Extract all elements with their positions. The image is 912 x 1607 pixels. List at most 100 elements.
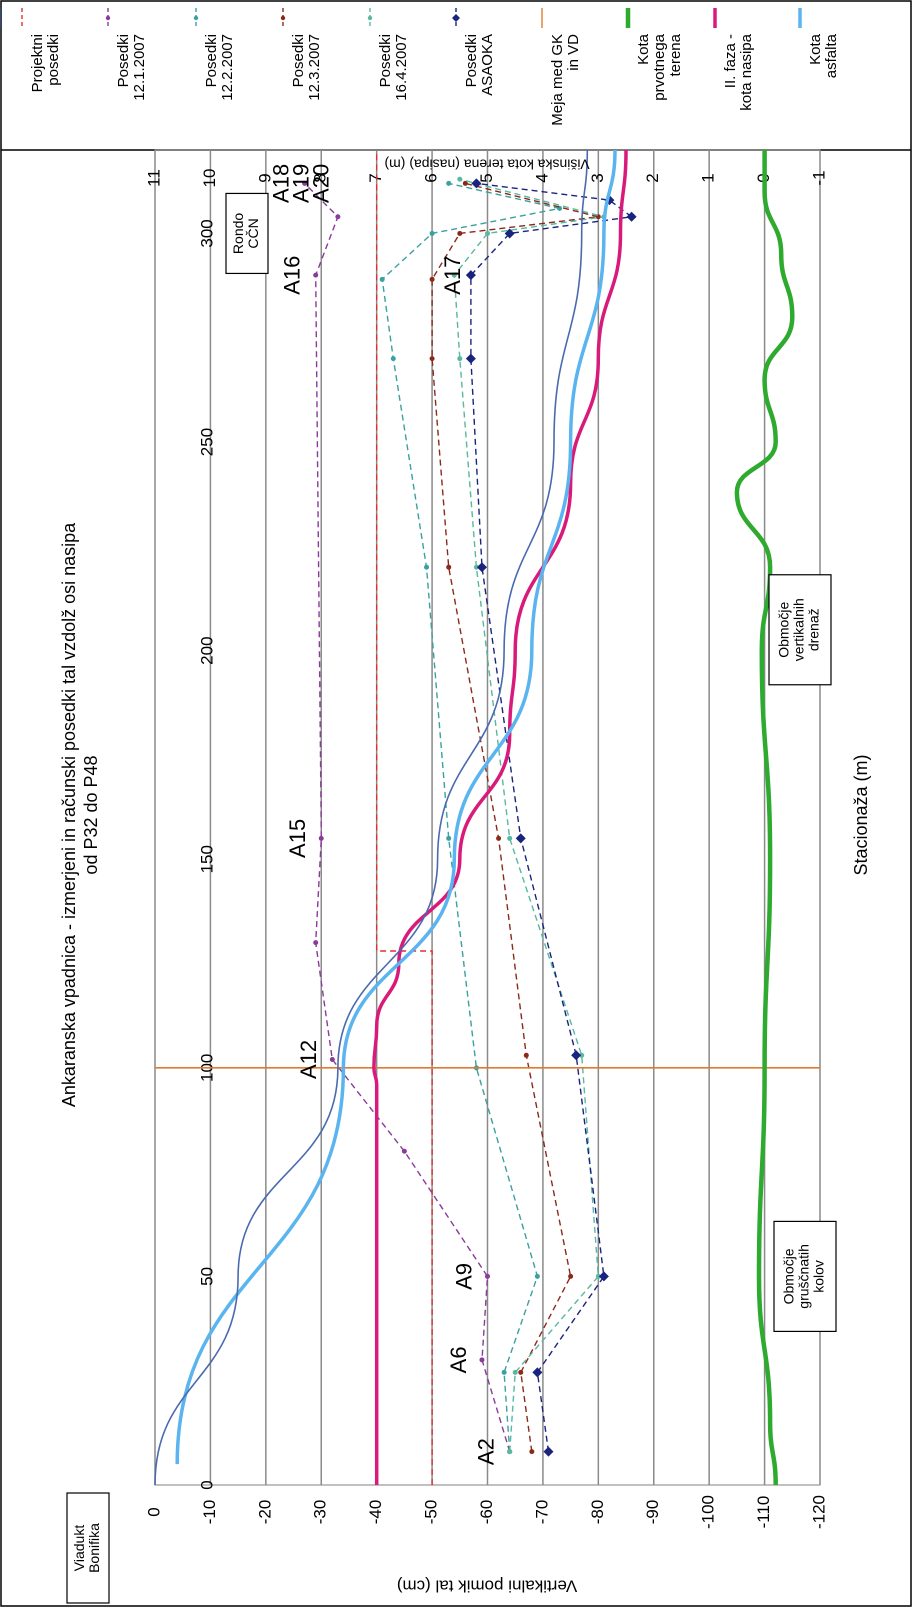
legend-label: in VD: [565, 34, 582, 71]
legend-label: 12.2.2007: [219, 34, 236, 101]
series-point: [543, 1446, 554, 1457]
x-tick-label: 0: [197, 1480, 216, 1489]
series-point: [626, 211, 637, 222]
series-line: [453, 178, 605, 1452]
x-axis-label: Stacionaža (m): [851, 754, 871, 875]
legend-label: Kota: [635, 33, 652, 65]
series-point: [471, 178, 482, 189]
y-left-tick-label: -90: [643, 1500, 662, 1525]
series-point: [568, 1273, 574, 1279]
point-label: A6: [446, 1346, 471, 1373]
x-tick-label: 300: [197, 219, 216, 247]
annotation-box: [66, 1492, 110, 1604]
legend-label: Posedki: [463, 34, 480, 87]
point-label: A20: [308, 164, 333, 203]
legend-marker: [280, 15, 286, 21]
series-point: [534, 1273, 540, 1279]
series-point: [379, 276, 385, 282]
series-line: [734, 150, 795, 1486]
series-point: [329, 1056, 335, 1062]
y-right-tick-label: 7: [366, 173, 385, 182]
series-point: [313, 940, 319, 946]
legend-label: ASAOKA: [479, 34, 496, 96]
series-point: [446, 835, 452, 841]
series-point: [595, 1273, 601, 1279]
series-point: [512, 1369, 518, 1375]
legend-label: posedki: [45, 34, 62, 86]
series-line: [304, 182, 511, 1452]
y-right-tick-label: 4: [532, 173, 551, 182]
series-point: [313, 272, 319, 278]
annotation-box: [773, 1220, 837, 1333]
series-point: [457, 176, 463, 182]
series-point: [390, 356, 396, 362]
legend-marker: [367, 15, 373, 21]
series-point: [532, 1367, 543, 1378]
series-point: [571, 1050, 582, 1061]
legend-label: Posedki: [290, 34, 307, 87]
series-point: [429, 276, 435, 282]
series-point: [515, 833, 526, 844]
series-point: [446, 180, 452, 186]
legend-label: terena: [667, 33, 684, 76]
y-right-tick-label: 2: [643, 173, 662, 182]
annotation-label: CČN: [245, 218, 261, 248]
series-point: [424, 564, 430, 570]
series-point: [335, 214, 341, 220]
annotation-box: [768, 574, 832, 686]
legend-label: 12.3.2007: [306, 34, 323, 101]
annotation-label: vertikalnih: [791, 598, 807, 661]
series-point: [318, 835, 324, 841]
series-point: [518, 1369, 524, 1375]
legend-marker: [105, 15, 111, 21]
annotation-label: drenaž: [806, 608, 822, 651]
annotation-label: Viadukt: [71, 1525, 87, 1572]
y-left-tick-label: -60: [477, 1500, 496, 1525]
series-point: [579, 1052, 585, 1058]
y-left-tick-label: -20: [255, 1500, 274, 1525]
series-point: [479, 1357, 485, 1363]
y-left-tick-label: -30: [311, 1500, 330, 1525]
legend-label: kota nasipa: [738, 33, 755, 110]
series-point: [598, 1271, 609, 1282]
y-right-tick-label: 6: [422, 173, 441, 182]
y-left-tick-label: 0: [144, 1507, 163, 1516]
series-point: [429, 230, 435, 236]
point-label: A9: [451, 1263, 476, 1290]
legend-label: Posedki: [203, 34, 220, 87]
annotation-label: Območje: [776, 602, 792, 658]
y-left-tick-label: -110: [754, 1496, 773, 1529]
point-label: A12: [296, 1040, 321, 1079]
series-line: [372, 149, 628, 1486]
point-label: A17: [440, 256, 465, 295]
chart-subtitle: od P32 do P48: [81, 755, 101, 874]
annotation-label: Območje: [781, 1248, 797, 1304]
y-right-tick-label: 5: [477, 173, 496, 182]
legend-label: Meja med GK: [549, 34, 566, 126]
series-point: [465, 270, 476, 281]
legend-label: prvotnega: [651, 33, 668, 100]
series-point: [485, 230, 490, 236]
legend-label: 12.1.2007: [131, 34, 148, 101]
series-point: [529, 1449, 535, 1455]
y-right-tick-label: 11: [144, 169, 163, 187]
y-left-tick-label: -70: [532, 1500, 551, 1525]
series-point: [451, 272, 457, 278]
series-point: [446, 564, 452, 570]
y-right-tick-label: -1: [809, 170, 828, 185]
series-point: [507, 835, 513, 841]
point-label: A2: [473, 1438, 498, 1465]
point-label: A18: [268, 164, 293, 203]
x-tick-label: 150: [197, 845, 216, 873]
series-point: [523, 1052, 529, 1058]
legend-label: Posedki: [115, 34, 132, 87]
y-left-tick-label: -120: [809, 1495, 828, 1529]
series-point: [476, 562, 487, 573]
series-point: [429, 356, 435, 362]
y-left-tick-label: -10: [200, 1500, 219, 1525]
series-point: [462, 180, 468, 186]
series-line: [154, 149, 589, 1486]
y-right-axis-label: Višinska kota terena (nasipa) (m): [384, 156, 589, 172]
